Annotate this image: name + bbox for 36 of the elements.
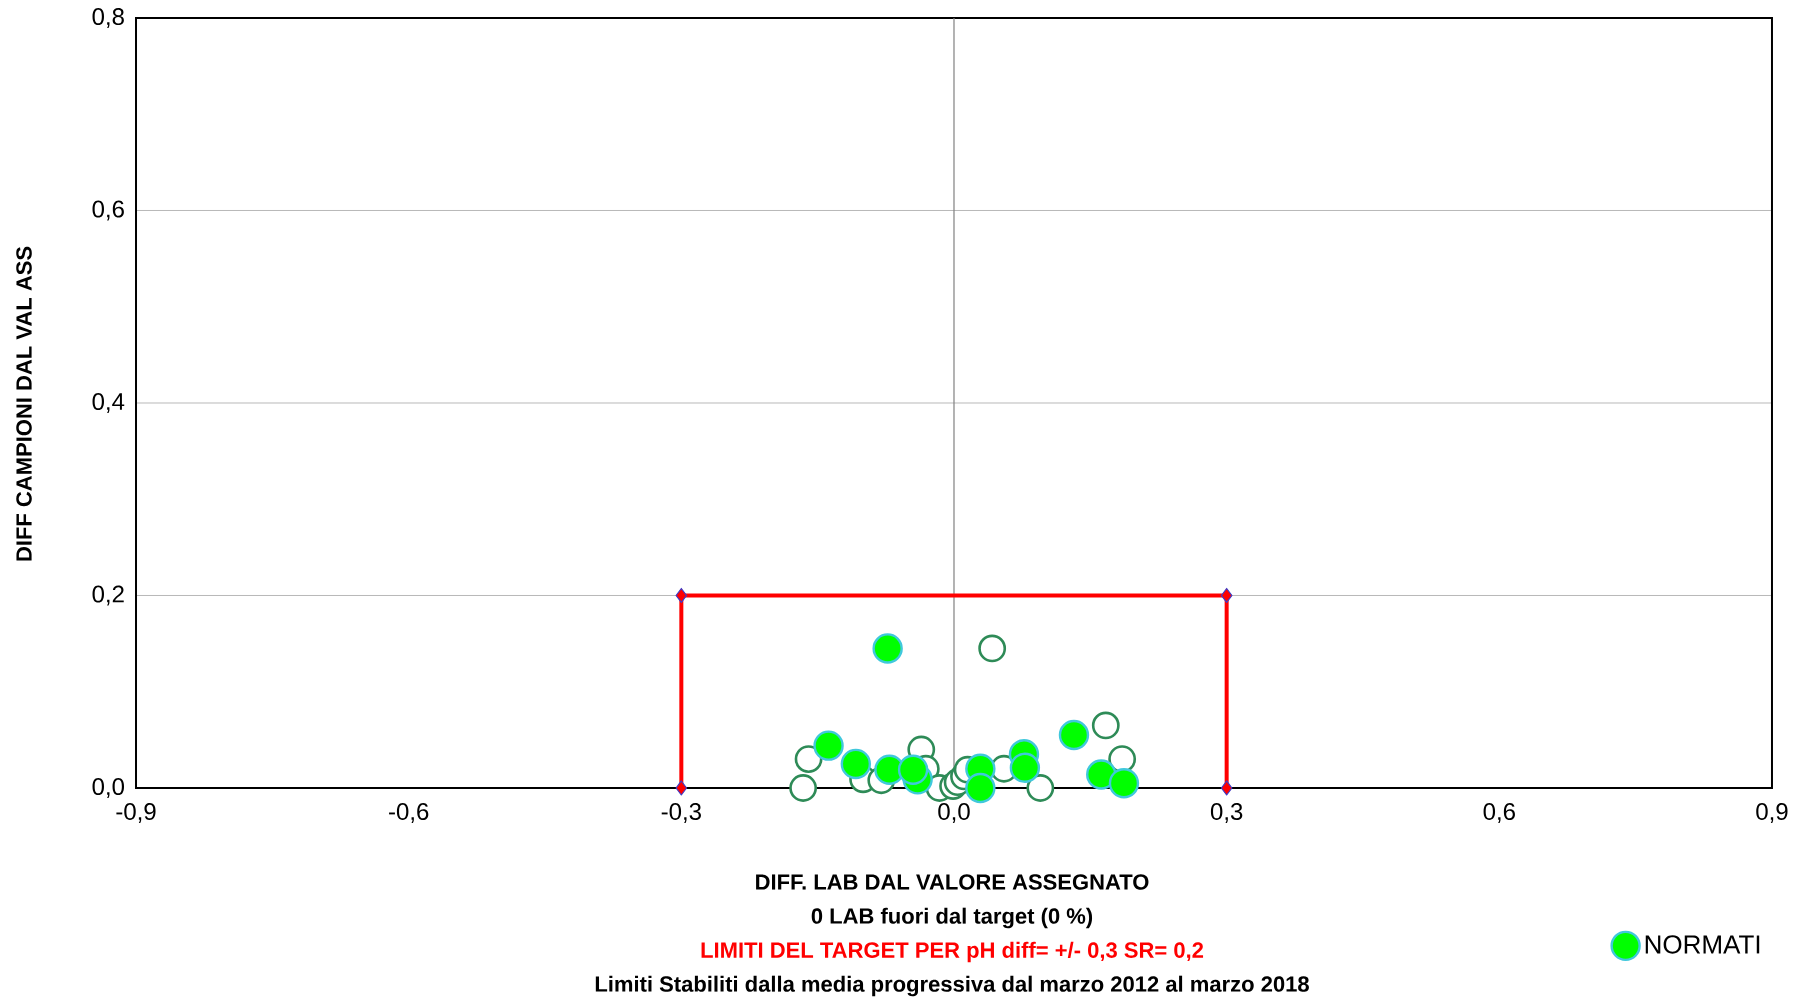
y-tick-label: 0,2 [92,585,124,606]
point [1026,774,1055,802]
x-tick-label: 0,3 [1210,803,1243,823]
y-tick-label: 0,0 [92,778,125,798]
point [840,748,872,780]
point [978,634,1007,663]
point [872,633,903,664]
point [675,587,688,604]
x-tick-label: -0,6 [389,803,429,823]
point [1220,780,1233,796]
point [794,745,823,774]
point [897,754,929,785]
text: 0 LAB fuori dal target (0 %) [811,907,1093,929]
text: LIMITI DEL TARGET PER pH diff= +/- 0,3 SR= 0,2 [701,941,1204,963]
point [789,774,818,802]
x-axis-title: DIFF. LAB DAL VALORE ASSEGNATO [756,874,1149,890]
point [1058,719,1090,751]
y-tick-label: 0,4 [92,393,125,413]
text: Limiti Stabiliti dalla media progressiva dal marzo 2012 al marzo 2018 [595,975,1309,997]
legend-label: NORMATI [1645,935,1760,954]
y-tick-label: 0,8 [92,8,124,28]
point [813,730,844,761]
x-tick-label: -0,9 [116,803,156,823]
x-tick-label: 0,9 [1756,803,1788,823]
point [675,780,688,796]
point [1108,767,1140,799]
point [1009,752,1041,783]
x-tick-label: -0,3 [661,803,701,823]
y-tick-label: 0,6 [92,200,124,221]
point [1086,759,1117,790]
point [965,772,996,804]
y-axis-title: DIFF CAMPIONI DAL VAL ASS [16,246,32,561]
point [1220,587,1233,604]
x-tick-label: 0,0 [938,803,970,823]
x-tick-label: 0,6 [1483,803,1515,823]
point [1091,711,1120,740]
